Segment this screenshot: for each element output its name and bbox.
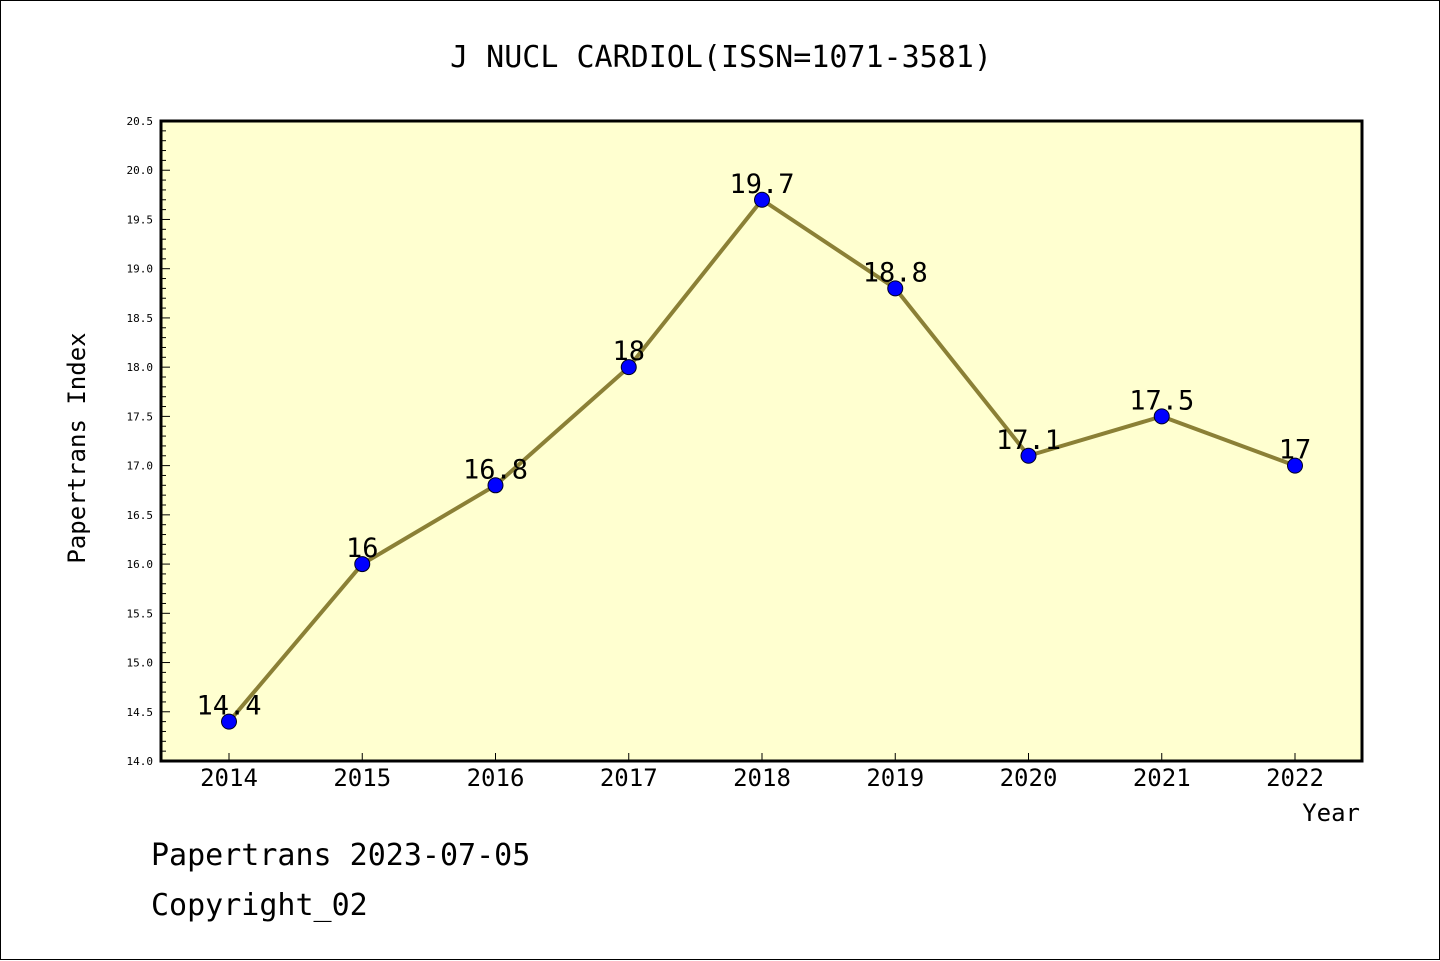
plot-frame: [159, 119, 1364, 763]
x-tick-label: 2021: [1133, 764, 1191, 792]
data-point: [754, 191, 770, 208]
data-label: 14.4: [196, 691, 261, 722]
data-point: [1287, 457, 1303, 474]
data-label: 16: [346, 533, 379, 564]
data-label: 17: [1279, 435, 1312, 466]
y-tick-label: 19.5: [127, 213, 154, 226]
footer-date: Papertrans 2023-07-05: [151, 838, 530, 873]
data-label: 18: [612, 336, 645, 367]
data-point: [620, 359, 637, 376]
y-tick-label: 17.0: [127, 460, 154, 473]
y-axis-label: Papertrans Index: [63, 332, 91, 563]
y-tick-label: 15.0: [127, 657, 154, 670]
x-tick-label: 2019: [866, 764, 924, 792]
y-tick-label: 15.5: [127, 607, 154, 620]
data-point: [221, 713, 237, 730]
data-label: 17.1: [996, 425, 1061, 456]
data-point: [887, 280, 904, 297]
y-tick-label: 16.5: [127, 509, 154, 522]
y-tick-label: 14.5: [127, 706, 154, 719]
x-tick-label: 2017: [600, 764, 658, 792]
y-tick-label: 20.0: [127, 164, 154, 177]
y-tick-label: 20.5: [127, 115, 154, 128]
data-point: [1020, 447, 1037, 464]
y-tick-label: 14.0: [127, 755, 154, 768]
plot-area: [161, 121, 1362, 761]
series: 14.4 16 16.8 18 19.7 18.8 17.1 17.5 17: [196, 169, 1312, 730]
x-axis-label: Year: [1302, 799, 1360, 827]
data-label: 19.7: [729, 169, 794, 200]
data-label: 17.5: [1129, 385, 1194, 416]
x-axis: 2014 2015 2016 2017 2018 2019 2020 2021 2022: [200, 753, 1324, 792]
data-point: [1153, 408, 1170, 425]
x-tick-label: 2018: [733, 764, 791, 792]
footer-copyright: Copyright_02: [151, 888, 368, 923]
x-tick-label: 2016: [467, 764, 525, 792]
x-tick-label: 2015: [333, 764, 391, 792]
y-axis: 14.0 14.5 15.0 15.5 16.0 16.5 17.0 17.5 18.0 18.5…: [127, 115, 170, 768]
chart-title: J NUCL CARDIOL(ISSN=1071-3581): [450, 40, 992, 75]
y-tick-label: 18.5: [127, 312, 154, 325]
y-tick-label: 16.0: [127, 558, 154, 571]
x-tick-label: 2014: [200, 764, 258, 792]
y-tick-label: 18.0: [127, 361, 154, 374]
x-tick-label: 2022: [1266, 764, 1324, 792]
data-point: [354, 556, 371, 573]
data-label: 16.8: [463, 454, 528, 485]
data-label: 18.8: [863, 257, 928, 288]
y-tick-label: 19.0: [127, 263, 154, 276]
y-tick-label: 17.5: [127, 410, 154, 423]
data-point: [487, 477, 504, 494]
x-tick-label: 2020: [1000, 764, 1058, 792]
